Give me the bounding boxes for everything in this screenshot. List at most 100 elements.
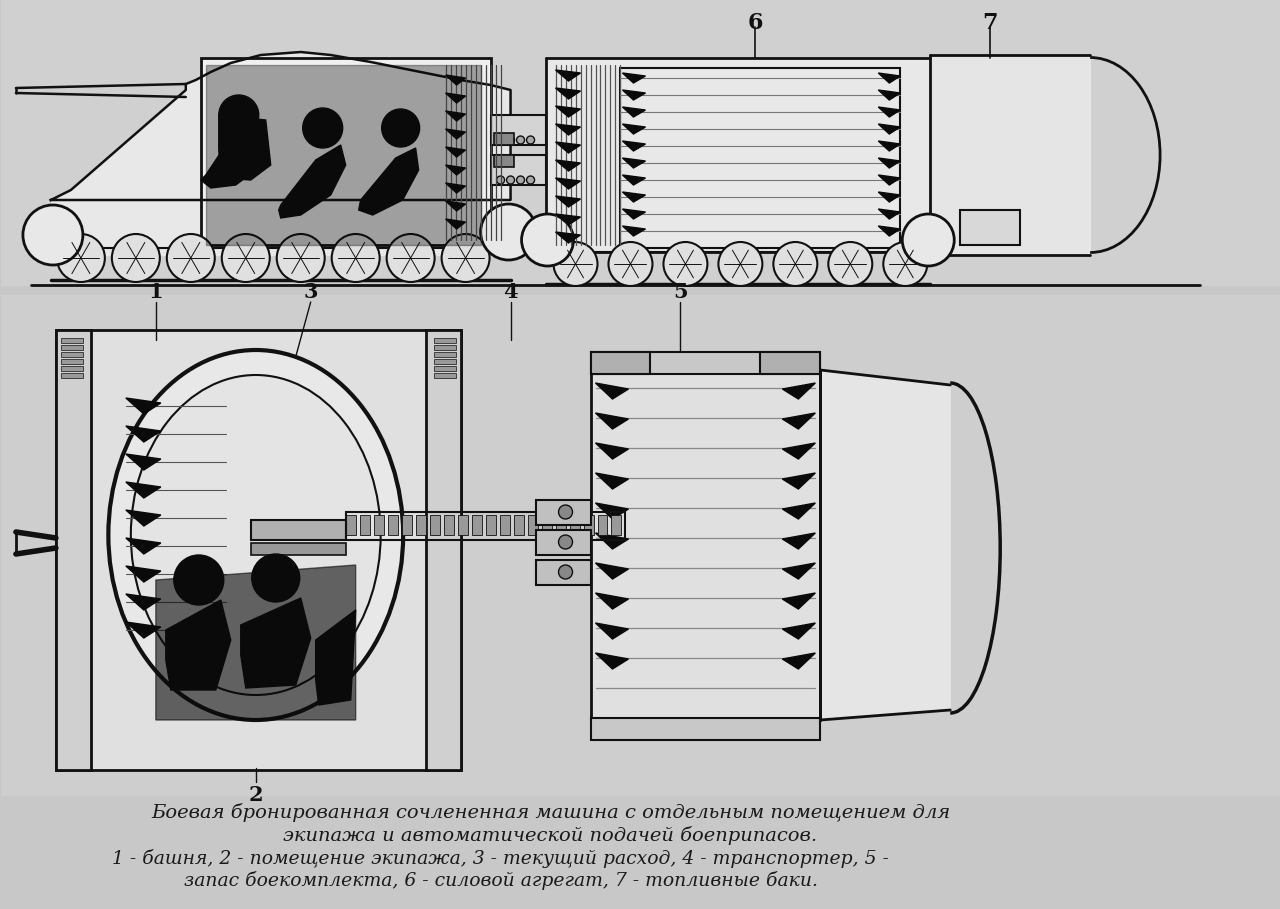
Bar: [434, 352, 456, 357]
Polygon shape: [622, 124, 645, 134]
Circle shape: [497, 136, 504, 144]
Circle shape: [663, 242, 708, 286]
Bar: [346, 515, 356, 535]
Bar: [388, 515, 398, 535]
Circle shape: [521, 214, 573, 266]
Polygon shape: [445, 219, 466, 229]
Bar: [513, 515, 524, 535]
Circle shape: [56, 234, 105, 282]
Polygon shape: [782, 383, 815, 399]
Bar: [374, 515, 384, 535]
Polygon shape: [622, 158, 645, 168]
Polygon shape: [595, 623, 628, 639]
Bar: [590, 370, 820, 720]
Polygon shape: [782, 653, 815, 669]
Polygon shape: [125, 482, 161, 498]
Text: 1 - башня, 2 - помещение экипажа, 3 - текущий расход, 4 - транспортер, 5 -: 1 - башня, 2 - помещение экипажа, 3 - те…: [113, 849, 890, 868]
Bar: [61, 338, 83, 343]
Polygon shape: [820, 370, 950, 720]
Polygon shape: [931, 55, 1091, 255]
Polygon shape: [166, 600, 230, 690]
Polygon shape: [125, 566, 161, 582]
Polygon shape: [878, 192, 900, 202]
Text: Боевая бронированная сочлененная машина с отдельным помещением для: Боевая бронированная сочлененная машина …: [151, 803, 950, 822]
Bar: [499, 515, 509, 535]
Polygon shape: [125, 538, 161, 554]
Bar: [251, 520, 346, 540]
Bar: [56, 330, 91, 770]
Polygon shape: [51, 52, 511, 200]
Polygon shape: [782, 413, 815, 429]
Polygon shape: [201, 130, 261, 188]
Polygon shape: [622, 226, 645, 236]
Polygon shape: [590, 370, 820, 720]
Bar: [434, 373, 456, 378]
Bar: [61, 373, 83, 378]
Polygon shape: [595, 413, 628, 429]
Bar: [402, 515, 412, 535]
Circle shape: [387, 234, 435, 282]
Text: экипажа и автоматической подачей боеприпасов.: экипажа и автоматической подачей боеприп…: [283, 826, 818, 845]
Text: запас боекомплекта, 6 - силовой агрегат, 7 - топливные баки.: запас боекомплекта, 6 - силовой агрегат,…: [183, 871, 818, 890]
Polygon shape: [595, 473, 628, 489]
Text: 5: 5: [673, 282, 687, 302]
Circle shape: [517, 136, 525, 144]
Bar: [61, 352, 83, 357]
Circle shape: [381, 109, 420, 147]
Text: 6: 6: [748, 12, 763, 34]
Circle shape: [526, 136, 535, 144]
Polygon shape: [125, 510, 161, 526]
Polygon shape: [878, 124, 900, 134]
Circle shape: [553, 242, 598, 286]
Polygon shape: [1, 295, 1280, 795]
Bar: [458, 515, 467, 535]
Bar: [535, 560, 590, 585]
Polygon shape: [595, 593, 628, 609]
Polygon shape: [556, 70, 581, 81]
Polygon shape: [556, 142, 581, 153]
Polygon shape: [316, 610, 356, 705]
Polygon shape: [878, 141, 900, 151]
Circle shape: [883, 242, 927, 286]
Bar: [434, 338, 456, 343]
Polygon shape: [622, 107, 645, 117]
Polygon shape: [782, 443, 815, 459]
Bar: [535, 500, 590, 525]
Polygon shape: [445, 75, 466, 85]
Circle shape: [558, 505, 572, 519]
Bar: [434, 345, 456, 350]
Circle shape: [302, 108, 343, 148]
Text: 1: 1: [148, 282, 163, 302]
Polygon shape: [878, 158, 900, 168]
Bar: [598, 515, 608, 535]
Polygon shape: [878, 107, 900, 117]
Bar: [535, 530, 590, 555]
Bar: [201, 58, 490, 245]
Circle shape: [221, 234, 270, 282]
Bar: [444, 515, 453, 535]
Polygon shape: [782, 593, 815, 609]
Circle shape: [828, 242, 872, 286]
Polygon shape: [622, 192, 645, 202]
Polygon shape: [556, 124, 581, 135]
Polygon shape: [556, 160, 581, 171]
Bar: [490, 155, 545, 185]
Circle shape: [558, 535, 572, 549]
Polygon shape: [125, 594, 161, 610]
Polygon shape: [595, 533, 628, 549]
Polygon shape: [445, 111, 466, 121]
Circle shape: [442, 234, 489, 282]
Polygon shape: [206, 65, 480, 245]
Polygon shape: [556, 214, 581, 225]
Polygon shape: [878, 73, 900, 83]
Polygon shape: [125, 622, 161, 638]
Polygon shape: [445, 147, 466, 157]
Polygon shape: [556, 88, 581, 99]
Polygon shape: [556, 178, 581, 189]
Bar: [494, 133, 513, 145]
Circle shape: [111, 234, 160, 282]
Bar: [556, 515, 566, 535]
Bar: [590, 718, 820, 740]
Polygon shape: [279, 145, 346, 218]
Polygon shape: [595, 563, 628, 579]
